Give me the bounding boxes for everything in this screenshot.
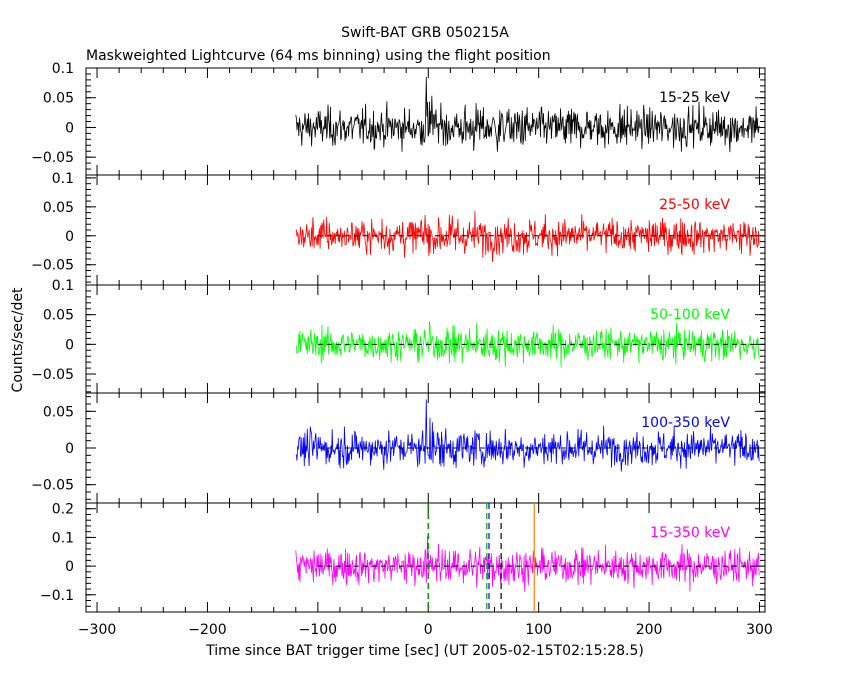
- series-3-trace: [295, 399, 760, 472]
- ytick-label-1-2: 0: [65, 229, 74, 245]
- ytick-label-2-0: 0.1: [52, 278, 74, 294]
- xtick-label-4: 100: [525, 622, 552, 638]
- panel-label-4: 15-350 keV: [650, 525, 730, 541]
- panels-group: 0.1 0.05 0 −0.05 15-25 keV 0.1 0.05 0 −0.05 25-50…: [31, 61, 773, 638]
- ytick-label-1-1: 0.05: [43, 200, 74, 216]
- ytick-label-0-0: 0.1: [52, 61, 74, 77]
- ytick-label-3-1: 0: [65, 441, 74, 457]
- xtick-label-0: −300: [78, 622, 116, 638]
- panel-frame-4: [85, 502, 766, 613]
- xtick-label-6: 300: [746, 622, 773, 638]
- ytick-label-0-3: −0.05: [31, 150, 74, 166]
- xtick-label-3: 0: [424, 622, 433, 638]
- panel-label-1: 25-50 keV: [659, 197, 730, 213]
- series-4-trace: [295, 536, 760, 592]
- panel-label-3: 100-350 keV: [641, 415, 730, 431]
- chart-subtitle: Maskweighted Lightcurve (64 ms binning) …: [86, 48, 551, 64]
- ytick-label-1-3: −0.05: [31, 258, 74, 274]
- ytick-label-4-1: 0.1: [52, 530, 74, 546]
- ytick-label-0-1: 0.05: [43, 91, 74, 107]
- xtick-label-2: −100: [299, 622, 337, 638]
- ytick-label-3-0: 0.05: [43, 404, 74, 420]
- series-2-trace: [295, 321, 760, 368]
- series-0-trace: [295, 76, 760, 153]
- xtick-label-5: 200: [636, 622, 663, 638]
- ytick-label-2-1: 0.05: [43, 308, 74, 324]
- ytick-label-4-3: −0.1: [40, 588, 74, 604]
- ytick-label-0-2: 0: [65, 120, 74, 136]
- panel-label-0: 15-25 keV: [659, 90, 730, 106]
- ytick-label-2-2: 0: [65, 337, 74, 353]
- xtick-label-1: −200: [188, 622, 226, 638]
- y-axis-label: Counts/sec/det: [10, 287, 26, 392]
- panel-label-2: 50-100 keV: [650, 307, 730, 323]
- ytick-label-3-2: −0.05: [31, 478, 74, 494]
- chart-title: Swift-BAT GRB 050215A: [341, 25, 509, 41]
- x-axis-label: Time since BAT trigger time [sec] (UT 20…: [205, 643, 644, 659]
- ytick-label-1-0: 0.1: [52, 171, 74, 187]
- ytick-label-2-3: −0.05: [31, 367, 74, 383]
- ytick-label-4-0: 0.2: [52, 502, 74, 518]
- ytick-label-4-2: 0: [65, 559, 74, 575]
- series-1-trace: [295, 211, 760, 262]
